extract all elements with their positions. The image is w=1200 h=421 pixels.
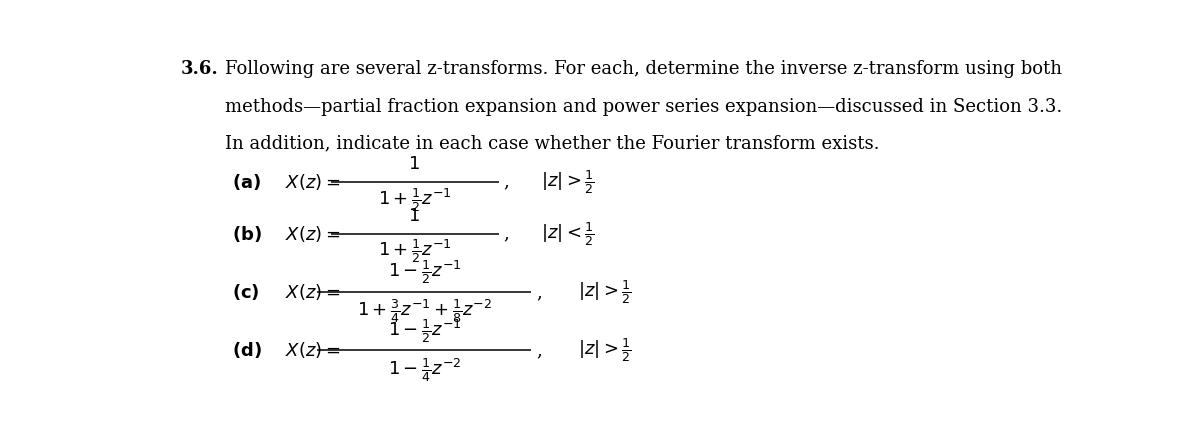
Text: 3.6.: 3.6. [181, 60, 218, 78]
Text: $1 - \frac{1}{4}z^{-2}$: $1 - \frac{1}{4}z^{-2}$ [388, 356, 461, 384]
Text: $1 - \frac{1}{2}z^{-1}$: $1 - \frac{1}{2}z^{-1}$ [388, 317, 461, 345]
Text: ,: , [536, 341, 541, 360]
Text: $X(z) =$: $X(z) =$ [284, 282, 340, 302]
Text: 1: 1 [409, 207, 421, 225]
Text: $|z| < \frac{1}{2}$: $|z| < \frac{1}{2}$ [540, 220, 594, 248]
Text: $X(z) =$: $X(z) =$ [284, 172, 340, 192]
Text: $\mathbf{(b)}$: $\mathbf{(b)}$ [232, 224, 262, 244]
Text: 1: 1 [409, 155, 421, 173]
Text: ,: , [504, 173, 509, 191]
Text: $1 + \frac{1}{2}z^{-1}$: $1 + \frac{1}{2}z^{-1}$ [378, 186, 452, 213]
Text: In addition, indicate in each case whether the Fourier transform exists.: In addition, indicate in each case wheth… [226, 135, 880, 153]
Text: $1 + \frac{3}{4}z^{-1} + \frac{1}{8}z^{-2}$: $1 + \frac{3}{4}z^{-1} + \frac{1}{8}z^{-… [356, 298, 492, 325]
Text: $\mathbf{(c)}$: $\mathbf{(c)}$ [232, 282, 259, 302]
Text: $|z| > \frac{1}{2}$: $|z| > \frac{1}{2}$ [540, 168, 594, 196]
Text: Following are several z-transforms. For each, determine the inverse z-transform : Following are several z-transforms. For … [226, 60, 1062, 78]
Text: ,: , [504, 225, 509, 242]
Text: $\mathbf{(a)}$: $\mathbf{(a)}$ [232, 172, 260, 192]
Text: $1 - \frac{1}{2}z^{-1}$: $1 - \frac{1}{2}z^{-1}$ [388, 258, 461, 287]
Text: $X(z) =$: $X(z) =$ [284, 340, 340, 360]
Text: ,: , [536, 283, 541, 301]
Text: $\mathbf{(d)}$: $\mathbf{(d)}$ [232, 340, 262, 360]
Text: methods—partial fraction expansion and power series expansion—discussed in Secti: methods—partial fraction expansion and p… [226, 98, 1062, 115]
Text: $X(z) =$: $X(z) =$ [284, 224, 340, 244]
Text: $|z| > \frac{1}{2}$: $|z| > \frac{1}{2}$ [578, 278, 631, 306]
Text: $1 + \frac{1}{2}z^{-1}$: $1 + \frac{1}{2}z^{-1}$ [378, 237, 452, 265]
Text: $|z| > \frac{1}{2}$: $|z| > \frac{1}{2}$ [578, 336, 631, 364]
